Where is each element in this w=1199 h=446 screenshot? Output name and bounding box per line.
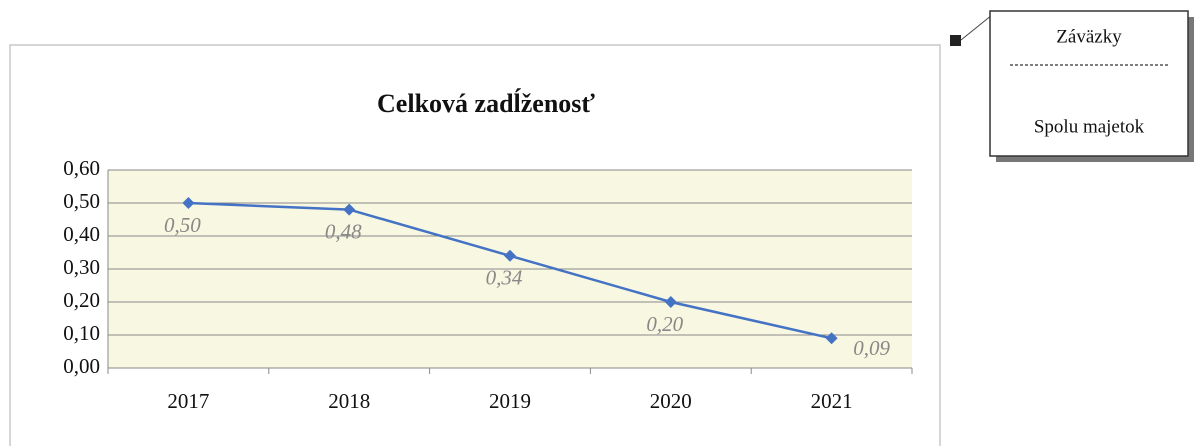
data-point	[182, 197, 195, 209]
data-point	[664, 296, 677, 308]
x-tick-label: 2019	[489, 389, 531, 413]
y-tick-label: 0,10	[63, 321, 100, 345]
callout-denominator: Spolu majetok	[1034, 116, 1145, 137]
y-tick-label: 0,40	[63, 222, 100, 246]
data-label: 0,48	[325, 219, 362, 243]
data-label: 0,09	[853, 336, 890, 360]
callout-numerator: Záväzky	[1056, 26, 1122, 47]
callout-box	[989, 10, 1189, 157]
y-tick-label: 0,30	[63, 255, 100, 279]
data-point	[825, 332, 838, 345]
y-tick-label: 0,50	[63, 189, 100, 213]
x-tick-label: 2020	[650, 389, 692, 413]
x-tick-label: 2018	[328, 389, 370, 413]
data-point	[343, 203, 356, 216]
chart-title: Celková zadĺženosť	[377, 89, 595, 118]
y-tick-label: 0,00	[63, 354, 100, 378]
data-label: 0,34	[486, 266, 523, 290]
data-label: 0,50	[164, 213, 201, 237]
y-tick-label: 0,20	[63, 288, 100, 312]
y-tick-label: 0,60	[63, 156, 100, 180]
connector-marker	[950, 35, 961, 46]
data-point	[504, 249, 516, 262]
data-label: 0,20	[646, 312, 683, 336]
x-tick-label: 2021	[811, 389, 853, 413]
connector-line	[960, 14, 993, 41]
x-tick-label: 2017	[167, 389, 209, 413]
